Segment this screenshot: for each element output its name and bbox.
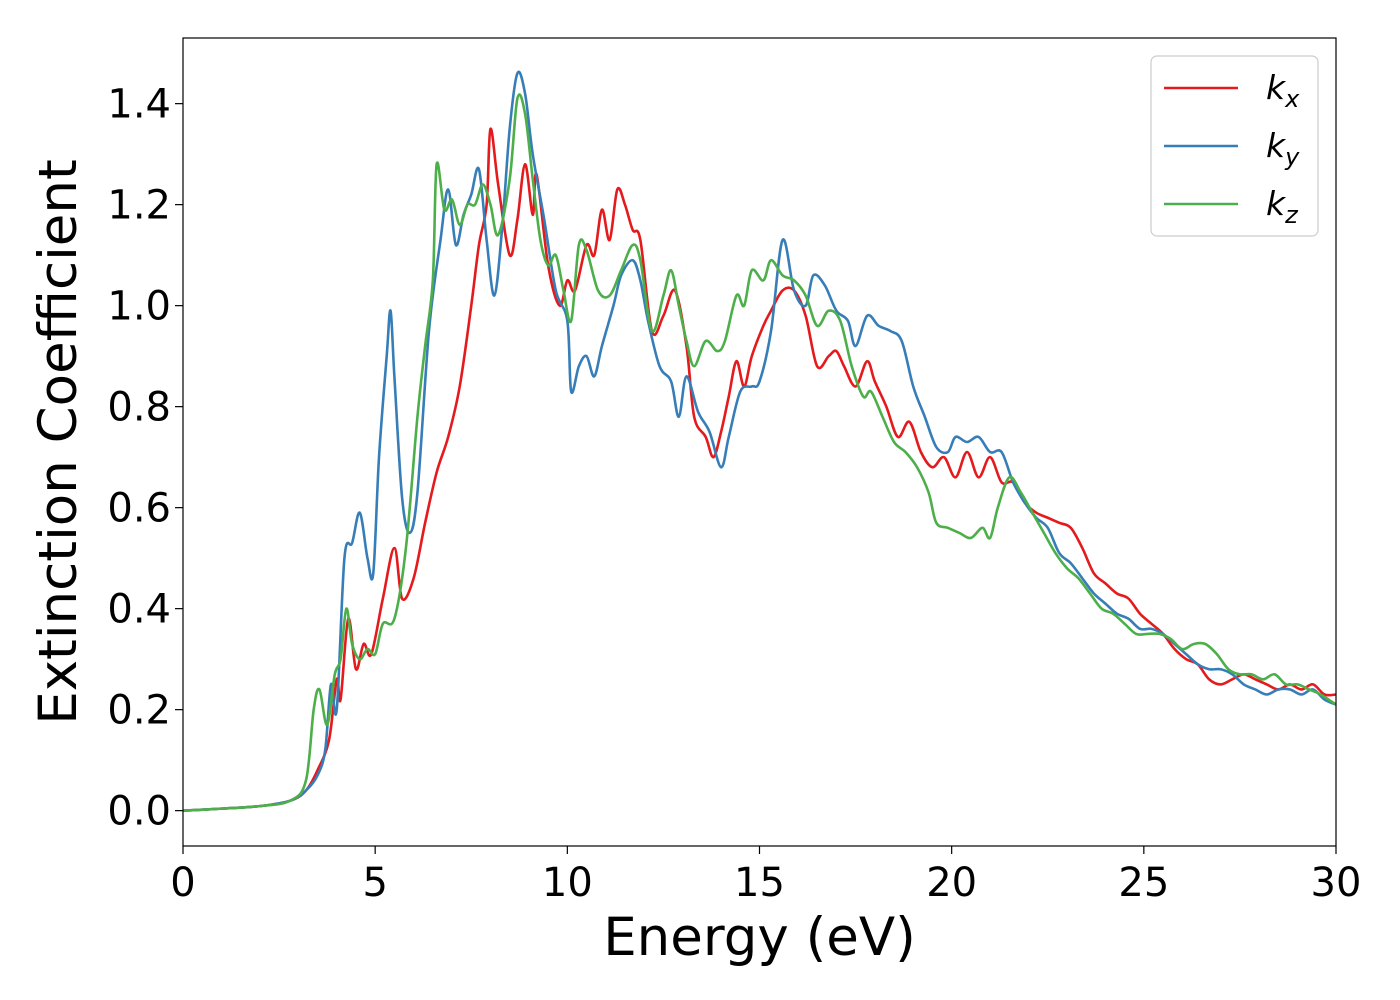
legend-label: kz — [1266, 184, 1299, 229]
x-tick-label: 10 — [542, 860, 593, 906]
y-tick-label: 0.4 — [107, 587, 171, 633]
x-axis-title: Energy (eV) — [603, 907, 916, 968]
legend-label: ky — [1266, 126, 1300, 171]
series-layer — [183, 70, 1336, 812]
y-tick-label: 0.8 — [107, 385, 171, 431]
legend: kx ky kz — [1150, 55, 1319, 237]
y-tick-label: 1.2 — [107, 183, 171, 229]
y-tick-label: 0.6 — [107, 486, 171, 532]
x-tick-label: 0 — [170, 860, 195, 906]
series-line-ky — [183, 70, 1336, 812]
x-tick-label: 30 — [1311, 860, 1362, 906]
y-tick-label: 0.2 — [107, 688, 171, 734]
x-tick-label: 20 — [926, 860, 977, 906]
series-line-kx — [183, 127, 1336, 812]
x-tick-label: 15 — [734, 860, 785, 906]
x-tick-label: 25 — [1118, 860, 1169, 906]
y-axis: 0.0 0.2 0.4 0.6 0.8 1.0 1.2 1.4 — [107, 82, 183, 835]
x-axis: 0 5 10 15 20 25 30 — [170, 846, 1361, 906]
y-tick-label: 1.0 — [107, 284, 171, 330]
x-tick-label: 5 — [362, 860, 387, 906]
y-axis-title: Extinction Coefficient — [28, 159, 89, 725]
series-line-kz — [183, 93, 1336, 812]
legend-label: kx — [1266, 68, 1300, 113]
y-tick-label: 0.0 — [107, 789, 171, 835]
y-tick-label: 1.4 — [107, 82, 171, 128]
